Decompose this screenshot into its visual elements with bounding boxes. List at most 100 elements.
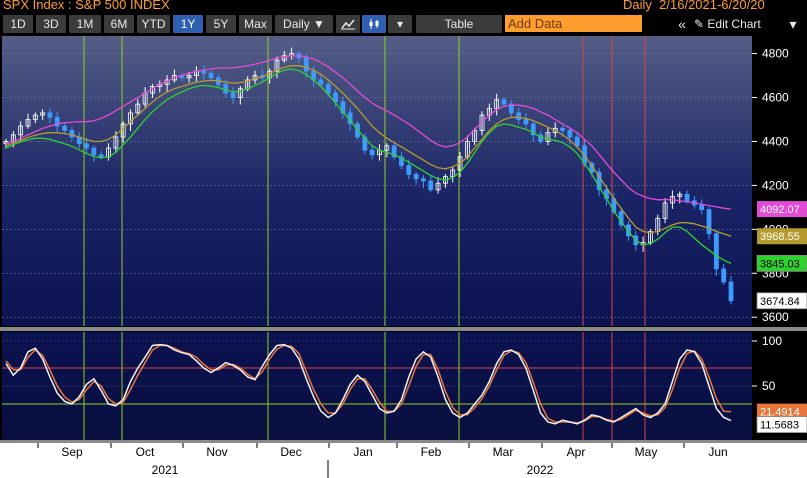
candle-body-56: [413, 174, 419, 180]
candle-body-45: [333, 92, 338, 103]
x-month-label-6: Mar: [493, 445, 514, 459]
range-button-5y[interactable]: 5Y: [206, 15, 236, 33]
candle-body-12: [91, 147, 97, 156]
x-month-label-8: May: [635, 445, 658, 459]
candle-body-50: [369, 149, 375, 156]
price-tick-label-6: 4800: [762, 47, 789, 61]
candle-body-17: [128, 112, 133, 125]
candle-body-6: [47, 112, 53, 118]
ma-olive-tag-box: [757, 228, 807, 245]
period-dropdown[interactable]: Daily ▼: [275, 15, 333, 33]
candle-body-25: [186, 75, 192, 79]
osc-white-tag-text: 11.5683: [760, 420, 799, 432]
candle-body-48: [355, 123, 360, 138]
price-tick-label-5: 4600: [762, 91, 789, 105]
candle-body-13: [98, 154, 104, 158]
edit-chart-label: Edit Chart: [707, 17, 761, 31]
moving-average-line-1: [5, 65, 732, 237]
candle-body-3: [25, 119, 31, 127]
osc-orange-tag-text: 21.4914: [760, 407, 800, 419]
candle-body-65: [479, 114, 485, 131]
x-month-label-0: Sep: [61, 445, 83, 459]
candle-body-99: [728, 281, 734, 302]
bar-chart-icon[interactable]: [362, 15, 386, 33]
candle-body-41: [303, 57, 309, 72]
candle-body-8: [62, 125, 67, 131]
osc-tick-label-0: 50: [762, 379, 776, 393]
panel-splitter[interactable]: [0, 327, 807, 331]
candle-body-46: [340, 101, 346, 114]
x-month-label-3: Dec: [280, 445, 301, 459]
range-button-1y[interactable]: 1Y: [173, 15, 203, 33]
x-month-label-2: Nov: [206, 445, 227, 459]
x-year-label-0: 2021: [152, 463, 179, 477]
x-year-label-1: 2022: [527, 463, 554, 477]
x-month-label-4: Jan: [353, 445, 372, 459]
candle-body-90: [662, 202, 668, 219]
candle-body-7: [54, 116, 60, 127]
candle-body-4: [32, 114, 38, 120]
candle-body-93: [684, 193, 690, 202]
ma-olive-tag-text: 3968.55: [760, 231, 800, 243]
chart-canvas[interactable]: 360038004000420044004600480050100 3674.8…: [0, 34, 807, 478]
price-tick-label-3: 4200: [762, 178, 789, 192]
range-button-max[interactable]: Max: [239, 15, 272, 33]
osc-tick-label-1: 100: [762, 334, 782, 348]
ma-magenta-tag-text: 4092.07: [760, 204, 800, 216]
candle-body-62: [457, 156, 463, 171]
candle-body-59: [435, 182, 441, 191]
candle-body-92: [677, 193, 683, 197]
candle-body-78: [574, 136, 580, 147]
security-title: SPX Index : S&P 500 INDEX: [3, 0, 170, 12]
candle-body-69: [508, 103, 514, 114]
add-data-input[interactable]: Add Data: [505, 15, 642, 32]
candle-body-9: [69, 130, 75, 138]
range-button-6m[interactable]: 6M: [104, 15, 134, 33]
candle-body-70: [516, 112, 522, 120]
price-panel: [2, 36, 752, 326]
candle-body-75: [552, 127, 558, 134]
chart-type-dropdown-icon[interactable]: ▾: [388, 15, 412, 33]
candle-body-31: [230, 92, 236, 98]
candle-body-71: [523, 119, 529, 125]
candle-body-61: [450, 169, 456, 178]
range-button-3d[interactable]: 3D: [36, 15, 66, 33]
x-axis-band: [0, 443, 807, 478]
candle-body-81: [596, 171, 602, 191]
candle-body-15: [113, 136, 119, 149]
candle-body-74: [545, 132, 551, 142]
x-month-label-1: Oct: [136, 445, 155, 459]
candle-body-52: [384, 145, 390, 151]
osc-orange-tag-box: [757, 403, 807, 420]
candle-body-27: [201, 70, 207, 74]
panel-splitter-bottom[interactable]: [0, 440, 807, 443]
moving-average-line-2: [5, 68, 732, 264]
candle-body-67: [494, 99, 500, 109]
candle-body-37: [274, 59, 280, 72]
candle-body-38: [281, 55, 287, 61]
candle-body-76: [560, 127, 565, 131]
range-button-ytd[interactable]: YTD: [137, 15, 170, 33]
moving-averages: [5, 55, 732, 264]
collapse-icon[interactable]: «: [678, 16, 686, 32]
frequency-label: Daily: [623, 0, 652, 12]
candle-body-5: [40, 112, 46, 116]
range-button-1d[interactable]: 1D: [3, 15, 33, 33]
table-button[interactable]: Table: [416, 15, 502, 33]
line-chart-icon[interactable]: [336, 15, 360, 33]
chart-settings-dropdown-icon[interactable]: ▾: [789, 16, 797, 32]
candle-body-55: [406, 165, 412, 175]
candle-body-57: [421, 178, 426, 182]
price-current-tag-box: [756, 292, 807, 310]
candle-body-72: [530, 123, 536, 136]
range-button-1m[interactable]: 1M: [69, 15, 101, 33]
candle-body-44: [325, 83, 331, 94]
candle-body-49: [362, 136, 368, 151]
x-axis: Sep Oct Nov Dec Jan Feb Mar Apr May Jun 2021 2022: [37, 443, 728, 478]
x-month-label-7: Apr: [567, 445, 586, 459]
osc-line-0: [5, 344, 732, 424]
edit-chart-button[interactable]: ✎ Edit Chart: [694, 15, 778, 33]
value-tags: 3674.84 4092.07 3968.55 3845.03 21.491411.56…: [756, 201, 807, 433]
candle-body-96: [706, 209, 712, 235]
candle-body-18: [135, 103, 141, 114]
